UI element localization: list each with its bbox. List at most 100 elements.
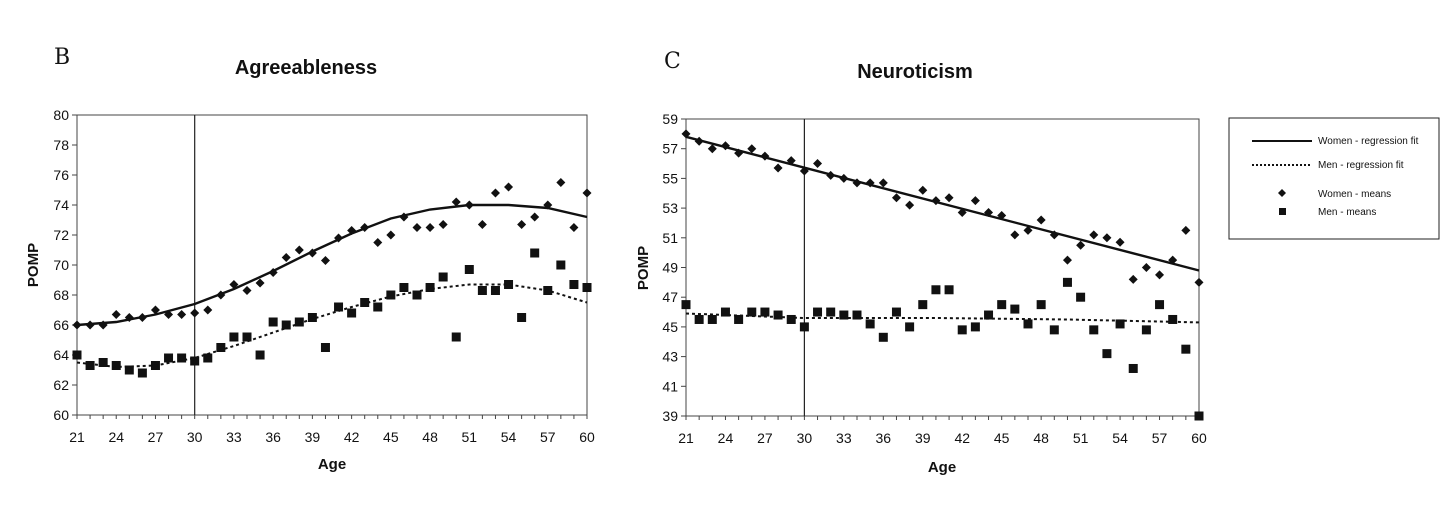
legend-men-means-label: Men - means bbox=[1318, 207, 1376, 218]
neuroticism-women-mean-point bbox=[813, 159, 823, 169]
neuroticism-y-tick-label: 47 bbox=[662, 289, 678, 305]
agreeableness-x-tick-label: 27 bbox=[148, 429, 164, 445]
agreeableness-women-mean-point bbox=[504, 182, 514, 192]
agreeableness-women-mean-point bbox=[582, 188, 592, 198]
neuroticism-men-mean-point bbox=[865, 319, 875, 329]
neuroticism-x-tick-label: 48 bbox=[1033, 430, 1049, 446]
agreeableness-men-mean-point bbox=[582, 283, 592, 292]
agreeableness-men-mean-point bbox=[320, 343, 330, 352]
neuroticism-panel: C Neuroticism 39 41 43 45 47 49 51 53 55 57 59 21 24… bbox=[635, 49, 1207, 476]
agreeableness-y-tick-label: 78 bbox=[53, 137, 69, 153]
neuroticism-men-mean-point bbox=[826, 307, 836, 317]
neuroticism-men-mean-point bbox=[1062, 277, 1072, 287]
neuroticism-x-axis-label: Age bbox=[928, 459, 956, 476]
neuroticism-men-mean-point bbox=[707, 314, 717, 324]
agreeableness-men-mean-point bbox=[334, 302, 344, 312]
agreeableness-y-tick-label: 72 bbox=[53, 227, 69, 243]
agreeableness-x-tick-label: 48 bbox=[422, 429, 438, 445]
neuroticism-men-mean-point bbox=[970, 322, 980, 332]
neuroticism-men-mean-point bbox=[878, 332, 888, 342]
neuroticism-women-mean-point bbox=[944, 193, 954, 203]
agreeableness-women-mean-point bbox=[517, 220, 527, 229]
neuroticism-y-tick-label: 59 bbox=[662, 111, 678, 127]
neuroticism-x-tick-label: 54 bbox=[1112, 430, 1128, 446]
neuroticism-men-mean-point bbox=[891, 307, 901, 317]
agreeableness-women-mean-point bbox=[569, 223, 579, 232]
agreeableness-men-mean-point bbox=[72, 350, 82, 360]
agreeableness-women-mean-point bbox=[255, 278, 265, 288]
neuroticism-men-mean-point bbox=[773, 310, 783, 320]
neuroticism-men-mean-point bbox=[944, 285, 954, 295]
neuroticism-men-mean-point bbox=[799, 322, 809, 332]
neuroticism-men-mean-point bbox=[694, 314, 704, 324]
neuroticism-women-mean-point bbox=[1010, 230, 1020, 240]
agreeableness-y-axis-label: POMP bbox=[25, 243, 42, 287]
agreeableness-women-mean-point bbox=[373, 238, 383, 247]
neuroticism-y-tick-label: 51 bbox=[662, 230, 678, 246]
agreeableness-men-mean-point bbox=[477, 286, 487, 295]
agreeableness-plot-area: 60 62 64 66 68 70 72 74 76 78 80 21 24 27 30 33 36 39 42 45… bbox=[53, 107, 595, 445]
agreeableness-men-mean-point bbox=[203, 353, 213, 363]
agreeableness-women-mean-point bbox=[451, 197, 461, 207]
agreeableness-x-tick-label: 57 bbox=[540, 429, 556, 445]
neuroticism-men-mean-point bbox=[852, 310, 862, 320]
neuroticism-men-mean-point bbox=[839, 310, 849, 320]
neuroticism-women-mean-point bbox=[1194, 277, 1204, 287]
agreeableness-women-mean-point bbox=[490, 188, 500, 198]
neuroticism-men-mean-point bbox=[1155, 300, 1165, 310]
neuroticism-x-tick-label: 60 bbox=[1191, 430, 1207, 446]
agreeableness-men-mean-point bbox=[530, 248, 540, 258]
neuroticism-men-mean-point bbox=[747, 307, 757, 317]
neuroticism-y-tick-label: 41 bbox=[662, 378, 678, 394]
agreeableness-women-mean-point bbox=[203, 305, 213, 315]
neuroticism-women-mean-point bbox=[1128, 274, 1138, 284]
agreeableness-women-mean-point bbox=[412, 223, 422, 232]
agreeableness-women-mean-point bbox=[150, 305, 160, 315]
neuroticism-men-mean-point bbox=[1141, 325, 1151, 335]
agreeableness-men-mean-point bbox=[255, 350, 265, 360]
neuroticism-men-mean-point bbox=[786, 314, 796, 324]
agreeableness-x-tick-label: 24 bbox=[108, 429, 124, 445]
agreeableness-y-tick-label: 66 bbox=[53, 317, 69, 333]
agreeableness-women-mean-point bbox=[386, 230, 396, 240]
agreeableness-men-mean-point bbox=[386, 290, 396, 300]
agreeableness-men-mean-point bbox=[412, 290, 422, 300]
neuroticism-y-tick-label: 49 bbox=[662, 260, 678, 276]
neuroticism-y-tick-label: 53 bbox=[662, 200, 678, 216]
agreeableness-men-mean-point bbox=[399, 283, 409, 292]
neuroticism-y-tick-label: 45 bbox=[662, 319, 678, 335]
neuroticism-women-regression-fit-line bbox=[685, 135, 1200, 272]
agreeableness-y-tick-label: 76 bbox=[53, 167, 69, 183]
agreeableness-men-mean-point bbox=[425, 283, 435, 292]
neuroticism-women-mean-point bbox=[1115, 237, 1125, 247]
neuroticism-men-mean-point bbox=[905, 322, 915, 332]
neuroticism-men-regression-fit-line bbox=[685, 312, 1200, 324]
agreeableness-women-mean-point bbox=[425, 223, 435, 232]
agreeableness-men-mean-point bbox=[347, 308, 357, 318]
agreeableness-men-mean-point bbox=[569, 280, 579, 289]
neuroticism-plot-area: 39 41 43 45 47 49 51 53 55 57 59 21 24 27 30 33 36 39 42 45… bbox=[662, 111, 1207, 446]
agreeableness-men-mean-point bbox=[307, 313, 317, 322]
neuroticism-men-mean-point bbox=[681, 300, 691, 310]
neuroticism-men-mean-point bbox=[1023, 319, 1033, 329]
agreeableness-men-mean-point bbox=[85, 361, 95, 370]
agreeableness-men-mean-point bbox=[177, 353, 187, 363]
legend-women-means-label: Women - means bbox=[1318, 189, 1391, 200]
neuroticism-x-tick-label: 42 bbox=[954, 430, 970, 446]
neuroticism-men-mean-point bbox=[1036, 300, 1046, 310]
legend-box bbox=[1228, 117, 1440, 240]
agreeableness-x-tick-label: 21 bbox=[69, 429, 85, 445]
neuroticism-women-mean-point bbox=[891, 193, 901, 203]
agreeableness-men-mean-point bbox=[190, 356, 200, 366]
neuroticism-women-mean-point bbox=[1062, 255, 1072, 265]
agreeableness-men-mean-point bbox=[242, 332, 252, 342]
agreeableness-panel: B Agreeableness 60 62 64 66 68 70 72 74 76 78 80 21… bbox=[25, 45, 595, 473]
neuroticism-plot-frame bbox=[685, 118, 1200, 417]
agreeableness-y-tick-label: 64 bbox=[53, 347, 69, 363]
agreeableness-women-mean-point bbox=[438, 220, 448, 229]
neuroticism-y-tick-label: 55 bbox=[662, 170, 678, 186]
neuroticism-title: Neuroticism bbox=[857, 61, 973, 83]
agreeableness-women-mean-point bbox=[530, 212, 540, 222]
agreeableness-women-mean-point bbox=[190, 308, 200, 318]
neuroticism-x-tick-label: 51 bbox=[1073, 430, 1089, 446]
